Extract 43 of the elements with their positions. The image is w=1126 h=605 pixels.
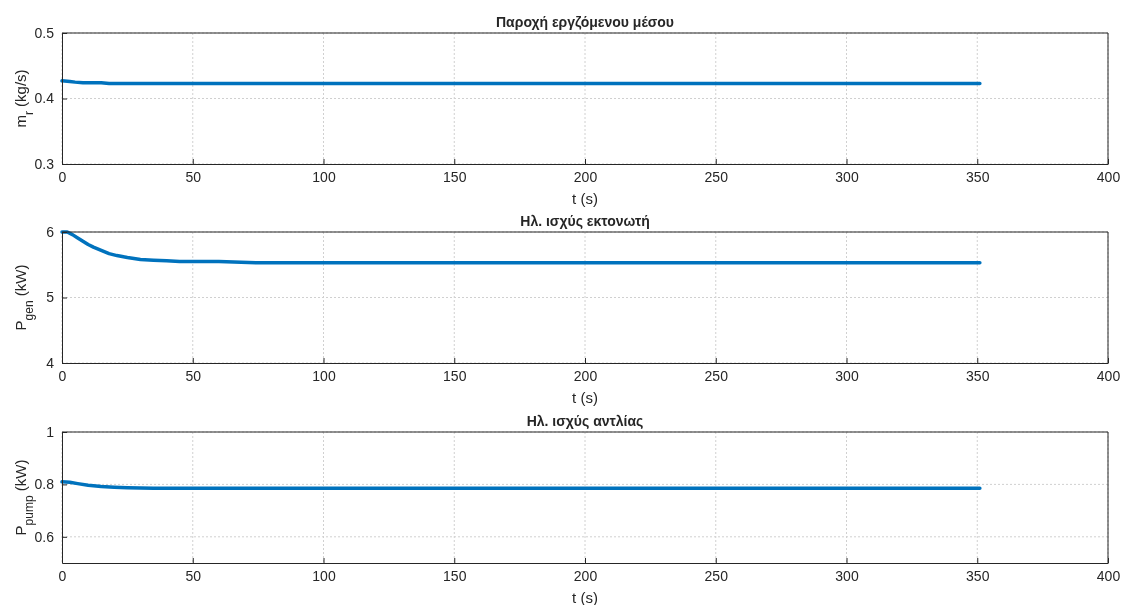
chart-title: Παροχή εργζόμενου μέσου xyxy=(496,14,674,30)
x-tick-label: 250 xyxy=(704,367,729,384)
x-tick-label: 300 xyxy=(835,567,859,584)
x-tick-label: 0 xyxy=(58,367,67,384)
x-tick-label: 350 xyxy=(966,168,990,185)
x-tick-label: 50 xyxy=(185,367,202,384)
chart-title: Ηλ. ισχύς εκτονωτή xyxy=(520,213,650,229)
x-tick-label: 150 xyxy=(443,567,467,584)
y-tick-label: 0.6 xyxy=(34,528,55,545)
x-tick-label: 350 xyxy=(966,567,990,584)
x-tick-label: 150 xyxy=(443,367,467,384)
y-tick-label: 0.8 xyxy=(34,476,55,493)
line-series xyxy=(60,480,982,491)
y-tick-label: 5 xyxy=(46,289,55,306)
x-tick-label: 200 xyxy=(573,367,598,384)
y-tick-label: 1 xyxy=(46,423,55,440)
y-tick-label: 0.4 xyxy=(34,90,55,107)
x-tick-label: 100 xyxy=(312,567,336,584)
x-tick-label: 250 xyxy=(704,168,729,185)
x-tick-label: 50 xyxy=(185,567,202,584)
x-tick-label: 100 xyxy=(312,168,336,185)
x-tick-label: 250 xyxy=(704,567,729,584)
y-tick-label: 4 xyxy=(46,354,55,371)
y-tick-label: 0.3 xyxy=(34,155,55,172)
x-tick-label: 100 xyxy=(312,367,336,384)
x-tick-label: 350 xyxy=(966,367,990,384)
x-tick-label: 400 xyxy=(1096,367,1121,384)
x-tick-label: 200 xyxy=(573,567,598,584)
x-tick-label: 150 xyxy=(443,168,467,185)
x-tick-label: 400 xyxy=(1096,567,1121,584)
x-tick-label: 0 xyxy=(58,168,67,185)
x-axis-title: t (s) xyxy=(572,389,598,406)
x-tick-label: 200 xyxy=(573,168,598,185)
x-tick-label: 400 xyxy=(1096,168,1121,185)
x-tick-label: 300 xyxy=(835,168,859,185)
chart-title: Ηλ. ισχύς αντλίας xyxy=(526,413,644,429)
x-tick-label: 50 xyxy=(185,168,202,185)
y-tick-label: 6 xyxy=(46,223,55,240)
line-series xyxy=(60,230,982,265)
x-tick-label: 300 xyxy=(835,367,859,384)
x-axis-title: t (s) xyxy=(572,190,598,207)
y-tick-label: 0.5 xyxy=(34,24,55,41)
x-tick-label: 0 xyxy=(58,567,67,584)
